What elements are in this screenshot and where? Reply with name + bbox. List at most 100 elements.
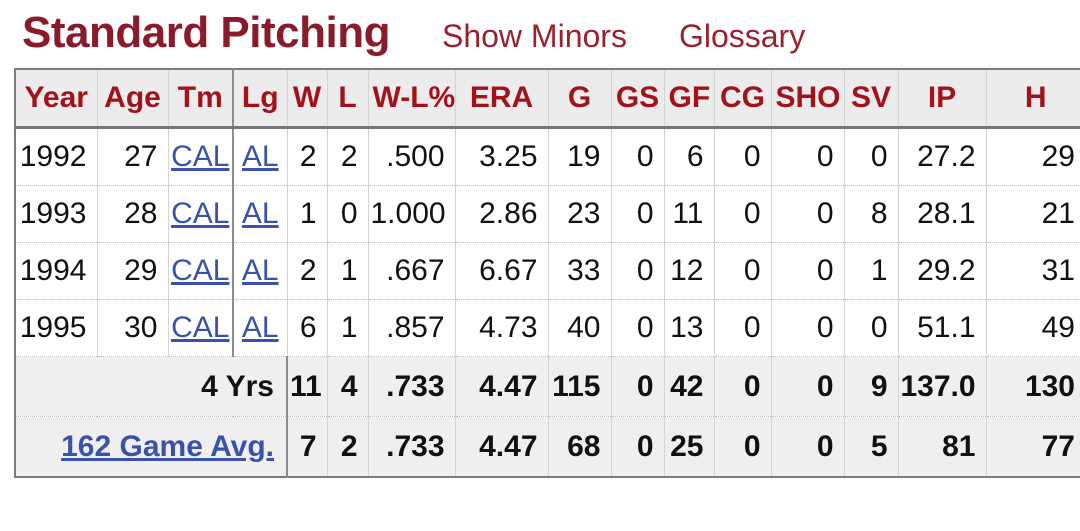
cell-tm: CAL bbox=[168, 299, 234, 357]
cell-year: 1992 bbox=[15, 127, 98, 186]
cell-l: 2 bbox=[327, 416, 369, 477]
league-link[interactable]: AL bbox=[241, 197, 279, 230]
col-header-ip[interactable]: IP bbox=[898, 69, 987, 129]
cell-h: 130 bbox=[986, 356, 1080, 417]
col-header-wl-pct[interactable]: W-L% bbox=[368, 69, 456, 129]
show-minors-link[interactable]: Show Minors bbox=[441, 18, 627, 54]
cell-h: 77 bbox=[986, 416, 1080, 477]
league-link[interactable]: AL bbox=[241, 311, 279, 344]
table-row-1994: 1994 29 CAL AL 2 1 .667 6.67 33 0 12 0 0… bbox=[15, 242, 1080, 300]
avg-162-label-cell: 162 Game Avg. bbox=[15, 416, 288, 477]
cell-ip: 29.2 bbox=[898, 242, 987, 300]
cell-age: 27 bbox=[97, 127, 169, 186]
col-header-l[interactable]: L bbox=[327, 69, 369, 129]
cell-year: 1995 bbox=[15, 299, 98, 357]
cell-lg: AL bbox=[233, 299, 288, 357]
cell-lg: AL bbox=[233, 242, 288, 300]
league-link[interactable]: AL bbox=[241, 140, 279, 173]
cell-h: 49 bbox=[986, 299, 1080, 357]
cell-lg: AL bbox=[233, 127, 288, 186]
cell-h: 31 bbox=[986, 242, 1080, 300]
cell-g: 115 bbox=[548, 356, 612, 417]
col-header-era[interactable]: ERA bbox=[455, 69, 549, 129]
cell-w: 2 bbox=[287, 127, 328, 186]
glossary-link[interactable]: Glossary bbox=[678, 18, 806, 54]
cell-wl: 1.000 bbox=[368, 185, 456, 243]
cell-h: 21 bbox=[986, 185, 1080, 243]
cell-gs: 0 bbox=[611, 299, 665, 357]
col-header-lg[interactable]: Lg bbox=[233, 69, 288, 129]
cell-l: 0 bbox=[327, 185, 369, 243]
team-link[interactable]: CAL bbox=[171, 197, 230, 230]
cell-cg: 0 bbox=[714, 185, 772, 243]
cell-sv: 1 bbox=[844, 242, 899, 300]
cell-cg: 0 bbox=[714, 242, 772, 300]
cell-era: 3.25 bbox=[455, 127, 549, 186]
cell-wl: .733 bbox=[368, 356, 456, 417]
cell-ip: 28.1 bbox=[898, 185, 987, 243]
cell-gs: 0 bbox=[611, 185, 665, 243]
col-header-cg[interactable]: CG bbox=[714, 69, 772, 129]
col-header-w[interactable]: W bbox=[287, 69, 328, 129]
team-link[interactable]: CAL bbox=[171, 254, 230, 287]
table-row-1993: 1993 28 CAL AL 1 0 1.000 2.86 23 0 11 0 … bbox=[15, 185, 1080, 243]
cell-g: 23 bbox=[548, 185, 612, 243]
col-header-h[interactable]: H bbox=[986, 69, 1080, 129]
totals-row: 4 Yrs 11 4 .733 4.47 115 0 42 0 0 9 137.… bbox=[15, 356, 1080, 417]
col-header-sv[interactable]: SV bbox=[844, 69, 899, 129]
cell-gs: 0 bbox=[611, 127, 665, 186]
col-header-gf[interactable]: GF bbox=[664, 69, 715, 129]
cell-h: 29 bbox=[986, 127, 1080, 186]
cell-ip: 81 bbox=[898, 416, 987, 477]
cell-sho: 0 bbox=[771, 356, 845, 417]
cell-sv: 5 bbox=[844, 416, 899, 477]
cell-l: 4 bbox=[327, 356, 369, 417]
cell-l: 2 bbox=[327, 127, 369, 186]
col-header-g[interactable]: G bbox=[548, 69, 612, 129]
cell-w: 2 bbox=[287, 242, 328, 300]
table-row-1995: 1995 30 CAL AL 6 1 .857 4.73 40 0 13 0 0… bbox=[15, 299, 1080, 357]
team-link[interactable]: CAL bbox=[171, 311, 230, 344]
cell-gf: 25 bbox=[664, 416, 715, 477]
cell-sv: 9 bbox=[844, 356, 899, 417]
col-header-age[interactable]: Age bbox=[97, 69, 169, 129]
cell-sho: 0 bbox=[771, 127, 845, 186]
cell-gs: 0 bbox=[611, 356, 665, 417]
cell-sho: 0 bbox=[771, 242, 845, 300]
col-header-sho[interactable]: SHO bbox=[771, 69, 845, 129]
cell-era: 4.47 bbox=[455, 356, 549, 417]
cell-ip: 27.2 bbox=[898, 127, 987, 186]
cell-gf: 6 bbox=[664, 127, 715, 186]
col-header-gs[interactable]: GS bbox=[611, 69, 665, 129]
cell-lg: AL bbox=[233, 185, 288, 243]
cell-l: 1 bbox=[327, 242, 369, 300]
game-avg-link[interactable]: 162 Game Avg. bbox=[61, 429, 274, 463]
cell-wl: .667 bbox=[368, 242, 456, 300]
cell-cg: 0 bbox=[714, 127, 772, 186]
totals-label: 4 Yrs bbox=[15, 356, 288, 417]
cell-ip: 51.1 bbox=[898, 299, 987, 357]
cell-gf: 12 bbox=[664, 242, 715, 300]
cell-era: 2.86 bbox=[455, 185, 549, 243]
league-link[interactable]: AL bbox=[241, 254, 279, 287]
col-header-tm[interactable]: Tm bbox=[168, 69, 234, 129]
page-title: Standard Pitching bbox=[22, 8, 390, 57]
cell-gf: 13 bbox=[664, 299, 715, 357]
cell-ip: 137.0 bbox=[898, 356, 987, 417]
cell-wl: .500 bbox=[368, 127, 456, 186]
team-link[interactable]: CAL bbox=[171, 140, 230, 173]
cell-age: 29 bbox=[97, 242, 169, 300]
cell-g: 40 bbox=[548, 299, 612, 357]
cell-w: 7 bbox=[287, 416, 328, 477]
cell-sv: 8 bbox=[844, 185, 899, 243]
cell-gs: 0 bbox=[611, 242, 665, 300]
cell-age: 28 bbox=[97, 185, 169, 243]
cell-sho: 0 bbox=[771, 299, 845, 357]
cell-era: 4.73 bbox=[455, 299, 549, 357]
cell-cg: 0 bbox=[714, 356, 772, 417]
header-row: Year Age Tm Lg W L W-L% ERA G GS GF CG S… bbox=[15, 69, 1080, 129]
page: Standard Pitching Show Minors Glossary Y… bbox=[14, 8, 1080, 478]
avg-162-row: 162 Game Avg. 7 2 .733 4.47 68 0 25 0 0 … bbox=[15, 416, 1080, 477]
col-header-year[interactable]: Year bbox=[15, 69, 98, 129]
cell-gs: 0 bbox=[611, 416, 665, 477]
